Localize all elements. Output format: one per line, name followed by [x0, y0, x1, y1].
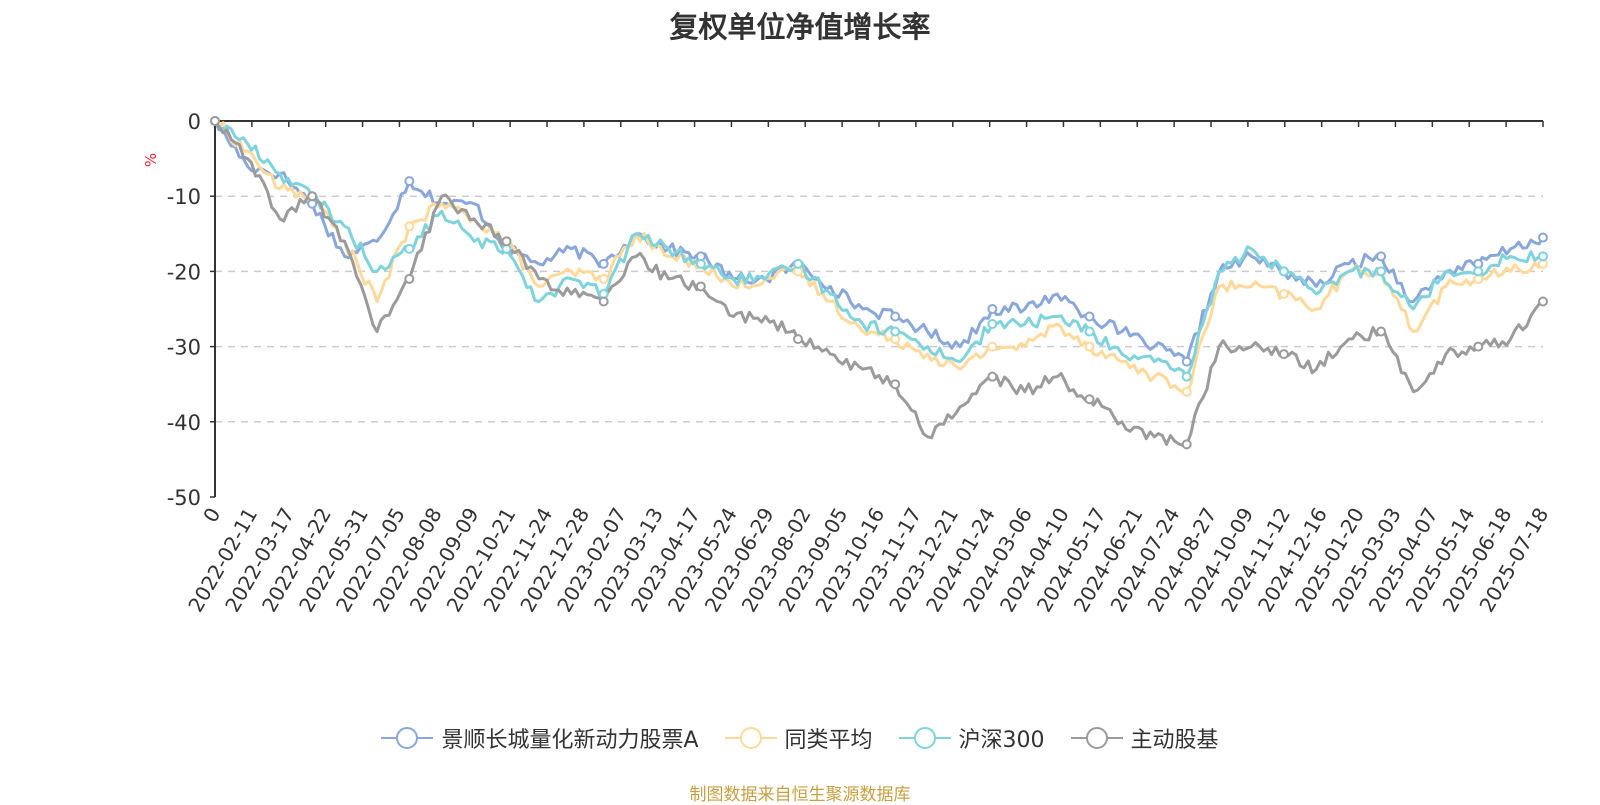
legend-item[interactable]: 景顺长城量化新动力股票A — [381, 722, 699, 754]
data-point[interactable] — [793, 334, 804, 345]
data-point[interactable] — [598, 258, 609, 269]
data-point[interactable] — [1084, 311, 1095, 322]
data-point[interactable] — [987, 319, 998, 330]
data-point[interactable] — [1538, 232, 1548, 243]
legend-item[interactable]: 同类平均 — [724, 722, 873, 754]
data-point[interactable] — [404, 176, 415, 187]
legend-label: 主动股基 — [1130, 728, 1219, 753]
data-point[interactable] — [1538, 296, 1548, 307]
legend: 景顺长城量化新动力股票A 同类平均 沪深300 主动股基 — [0, 722, 1600, 754]
legend-label: 景顺长城量化新动力股票A — [441, 728, 699, 753]
data-point[interactable] — [1084, 341, 1095, 352]
series-line — [213, 120, 1544, 379]
data-point[interactable] — [307, 191, 318, 202]
data-point[interactable] — [1278, 288, 1289, 299]
legend-marker-icon — [381, 727, 434, 749]
legend-item[interactable]: 主动股基 — [1070, 722, 1219, 754]
data-point[interactable] — [1181, 439, 1192, 450]
data-point[interactable] — [1473, 266, 1484, 277]
y-tick-label: -30 — [167, 336, 201, 360]
data-point[interactable] — [501, 236, 512, 247]
y-tick-label: -10 — [167, 185, 201, 209]
data-point[interactable] — [1473, 341, 1484, 352]
legend-label: 沪深300 — [958, 728, 1045, 753]
data-point[interactable] — [695, 281, 706, 292]
data-point[interactable] — [598, 296, 609, 307]
legend-item[interactable]: 沪深300 — [898, 722, 1045, 754]
data-point[interactable] — [1278, 349, 1289, 360]
legend-marker-icon — [898, 727, 951, 749]
data-point[interactable] — [1181, 386, 1192, 397]
series-lines — [213, 120, 1545, 447]
data-point[interactable] — [1376, 266, 1387, 277]
series-line — [213, 120, 1545, 364]
series-line — [213, 120, 1544, 447]
line-chart: 0-10-20-30-40-5002022-02-112022-03-17202… — [142, 110, 1554, 616]
data-point[interactable] — [404, 221, 415, 232]
legend-marker-icon — [1070, 727, 1123, 749]
data-point[interactable] — [210, 116, 220, 126]
chart-title: 复权单位净值增长率 — [669, 10, 931, 44]
data-point[interactable] — [1181, 371, 1192, 382]
data-point[interactable] — [890, 311, 901, 322]
data-point[interactable] — [1084, 394, 1095, 405]
data-point[interactable] — [1538, 251, 1548, 262]
data-point[interactable] — [404, 243, 415, 254]
data-point[interactable] — [1376, 251, 1387, 262]
y-tick-label: 0 — [188, 110, 201, 134]
series-line — [213, 120, 1544, 394]
y-tick-label: -20 — [167, 260, 201, 284]
data-point[interactable] — [404, 273, 415, 284]
legend-marker-icon — [724, 727, 777, 749]
data-point[interactable] — [890, 326, 901, 337]
grid-lines — [215, 195, 1543, 423]
data-point[interactable] — [987, 304, 998, 314]
data-point[interactable] — [793, 258, 804, 269]
data-point[interactable] — [1376, 326, 1387, 337]
series-markers — [210, 116, 1548, 450]
legend-label: 同类平均 — [784, 728, 873, 753]
data-point[interactable] — [987, 341, 998, 352]
y-tick-label: -50 — [167, 486, 201, 510]
y-tick-label: -40 — [167, 411, 201, 435]
data-point[interactable] — [890, 379, 901, 390]
data-point[interactable] — [1181, 356, 1192, 367]
source-note: 制图数据来自恒生聚源数据库 — [689, 785, 911, 805]
data-point[interactable] — [695, 258, 706, 269]
data-point[interactable] — [987, 371, 998, 382]
data-point[interactable] — [598, 273, 609, 284]
data-point[interactable] — [1278, 266, 1289, 277]
data-point[interactable] — [1084, 326, 1095, 337]
x-tick-label: 0 — [198, 504, 225, 527]
y-axis-unit-label: % — [142, 153, 160, 167]
axes: 0-10-20-30-40-5002022-02-112022-03-17202… — [167, 110, 1554, 616]
